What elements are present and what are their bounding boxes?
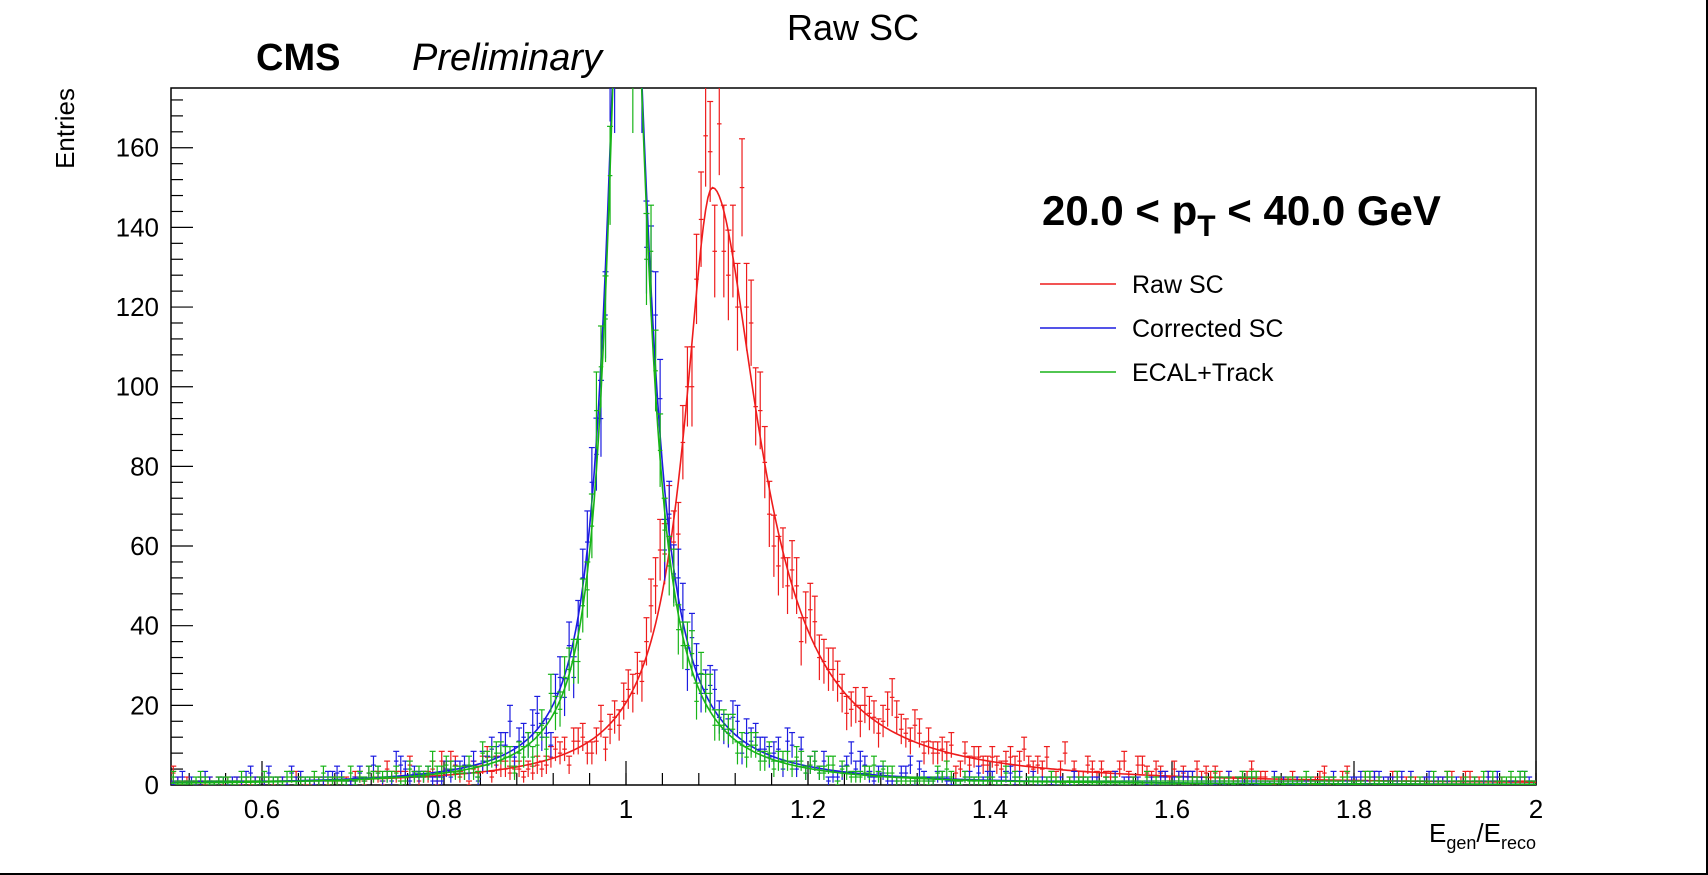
- chart-title: Raw SC: [787, 7, 919, 48]
- plot-frame: [170, 87, 1537, 786]
- x-axis-label: Egen/Ereco: [1429, 818, 1536, 853]
- preliminary-label: Preliminary: [412, 37, 604, 79]
- y-tick-label: 120: [116, 292, 159, 322]
- x-axis: 0.6 0.8 1 1.2 1.4 1.6 1.8 2: [188, 761, 1543, 824]
- x-tick-label: 1.8: [1336, 794, 1372, 824]
- plot-area: 0 20 40 60 80 100 120 140 160 0.6 0.8 1 1.2 1.4 1.6 1.…: [116, 87, 1543, 824]
- legend-entry: ECAL+Track: [1132, 359, 1274, 387]
- x-axis-label-e: E: [1429, 818, 1446, 848]
- series-raw-sc: [171, 88, 1536, 785]
- series-ecal-track: [171, 88, 1536, 785]
- y-tick-label: 140: [116, 212, 159, 242]
- series-fit-line: [171, 186, 1536, 784]
- y-tick-label: 0: [145, 770, 159, 800]
- x-axis-label-gen: gen: [1446, 833, 1476, 853]
- legend: Raw SC Corrected SC ECAL+Track: [1040, 271, 1283, 387]
- series-layer: [171, 88, 1536, 785]
- y-axis: 0 20 40 60 80 100 120 140 160: [116, 99, 193, 800]
- x-tick-label: 1.2: [790, 794, 826, 824]
- cms-label: CMS: [256, 37, 340, 79]
- series-corrected-sc: [171, 88, 1536, 785]
- legend-entry: Raw SC: [1132, 271, 1224, 299]
- pt-range-suffix: < 40.0 GeV: [1216, 187, 1441, 234]
- pt-range-sub: T: [1197, 210, 1215, 243]
- y-axis-label: Entries: [50, 88, 80, 169]
- x-tick-label: 0.6: [244, 794, 280, 824]
- x-tick-label: 1.4: [972, 794, 1008, 824]
- pt-range-prefix: 20.0 < p: [1042, 187, 1197, 234]
- series-fit-line: [171, 88, 1536, 785]
- y-tick-label: 80: [130, 451, 159, 481]
- series-fit-line: [171, 88, 1536, 785]
- x-tick-label: 0.8: [426, 794, 462, 824]
- y-tick-label: 40: [130, 611, 159, 641]
- x-axis-label-reco: reco: [1501, 833, 1536, 853]
- x-tick-label: 1: [619, 794, 633, 824]
- y-tick-label: 160: [116, 133, 159, 163]
- x-axis-label-slash: /E: [1476, 818, 1501, 848]
- legend-entry: Corrected SC: [1132, 315, 1283, 343]
- x-tick-label: 2: [1529, 794, 1543, 824]
- pt-range-label: 20.0 < pT < 40.0 GeV: [1042, 187, 1441, 243]
- y-tick-label: 60: [130, 531, 159, 561]
- y-tick-label: 100: [116, 372, 159, 402]
- y-tick-label: 20: [130, 690, 159, 720]
- x-tick-label: 1.6: [1154, 794, 1190, 824]
